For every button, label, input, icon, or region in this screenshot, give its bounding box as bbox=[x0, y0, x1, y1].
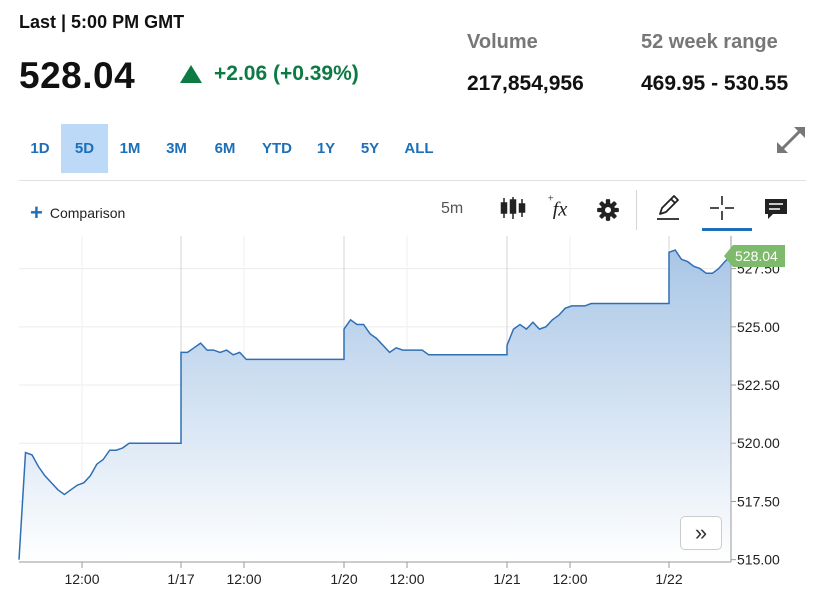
tab-6m[interactable]: 6M bbox=[214, 140, 236, 157]
tab-all[interactable]: ALL bbox=[404, 140, 434, 157]
x-tick-label: 1/21 bbox=[493, 571, 520, 587]
tab-ytd[interactable]: YTD bbox=[262, 140, 292, 157]
svg-text:+: + bbox=[548, 193, 554, 204]
52-week-range-value: 469.95 - 530.55 bbox=[641, 72, 789, 95]
y-tick-label: 515.00 bbox=[737, 552, 780, 568]
pencil-icon[interactable] bbox=[655, 195, 681, 221]
x-tick-label: 12:00 bbox=[226, 571, 261, 587]
tab-3m[interactable]: 3M bbox=[166, 140, 187, 157]
toolbar-separator bbox=[636, 190, 637, 230]
area-fill bbox=[19, 250, 731, 562]
y-tick-label: 522.50 bbox=[737, 377, 780, 393]
tab-1m[interactable]: 1M bbox=[119, 140, 141, 157]
x-axis: 12:00 1/17 12:00 1/20 12:00 1/21 12:00 1/22 bbox=[19, 561, 731, 587]
last-trade-label: Last | 5:00 PM GMT bbox=[19, 12, 185, 32]
price-change: +2.06 (+0.39%) bbox=[180, 62, 359, 86]
crosshair-icon[interactable] bbox=[709, 195, 735, 221]
x-tick-label: 1/20 bbox=[330, 571, 357, 587]
gear-icon[interactable] bbox=[595, 197, 621, 223]
volume-label: Volume bbox=[467, 31, 538, 53]
up-arrow-icon bbox=[180, 65, 202, 83]
price-line bbox=[18, 249, 732, 560]
y-tick-label: 525.00 bbox=[737, 319, 780, 335]
candlestick-icon[interactable] bbox=[500, 195, 526, 221]
price-tag: 528.04 bbox=[724, 245, 785, 268]
x-tick-label: 12:00 bbox=[64, 571, 99, 587]
indicators-icon[interactable]: + fx bbox=[547, 193, 573, 219]
interval-selector[interactable]: 5m bbox=[441, 200, 464, 217]
price-change-value: +2.06 (+0.39%) bbox=[214, 62, 359, 85]
last-price-tag-label: 528.04 bbox=[735, 248, 778, 264]
x-tick-label: 12:00 bbox=[552, 571, 587, 587]
x-tick-label: 12:00 bbox=[389, 571, 424, 587]
comparison-label: Comparison bbox=[49, 205, 126, 221]
divider bbox=[19, 180, 806, 181]
last-price-tag bbox=[724, 245, 785, 268]
tab-1d[interactable]: 1D bbox=[30, 140, 50, 157]
chart-area bbox=[18, 249, 732, 562]
active-tool-indicator bbox=[702, 228, 752, 231]
volume-value: 217,854,956 bbox=[467, 72, 584, 95]
tab-5y[interactable]: 5Y bbox=[360, 140, 380, 157]
x-tick-label: 1/22 bbox=[655, 571, 682, 587]
y-tick-label: 520.00 bbox=[737, 435, 780, 451]
x-tick-label: 1/17 bbox=[167, 571, 194, 587]
tab-1y[interactable]: 1Y bbox=[316, 140, 336, 157]
tab-5d[interactable]: 5D bbox=[61, 124, 108, 173]
y-tick-label: 517.50 bbox=[737, 493, 780, 509]
svg-text:fx: fx bbox=[553, 198, 568, 219]
comment-icon[interactable] bbox=[763, 196, 789, 222]
current-price: 528.04 bbox=[19, 55, 136, 96]
comparison-button[interactable]: + Comparison bbox=[30, 200, 126, 225]
expand-icon[interactable] bbox=[775, 125, 807, 155]
52-week-range-label: 52 week range bbox=[641, 31, 778, 53]
scroll-forward-button[interactable]: » bbox=[680, 516, 722, 550]
plus-icon: + bbox=[30, 200, 43, 225]
time-range-tabs: 1D 5D 1M 3M 6M YTD 1Y 5Y ALL bbox=[19, 124, 445, 173]
double-chevron-right-icon: » bbox=[694, 520, 708, 545]
